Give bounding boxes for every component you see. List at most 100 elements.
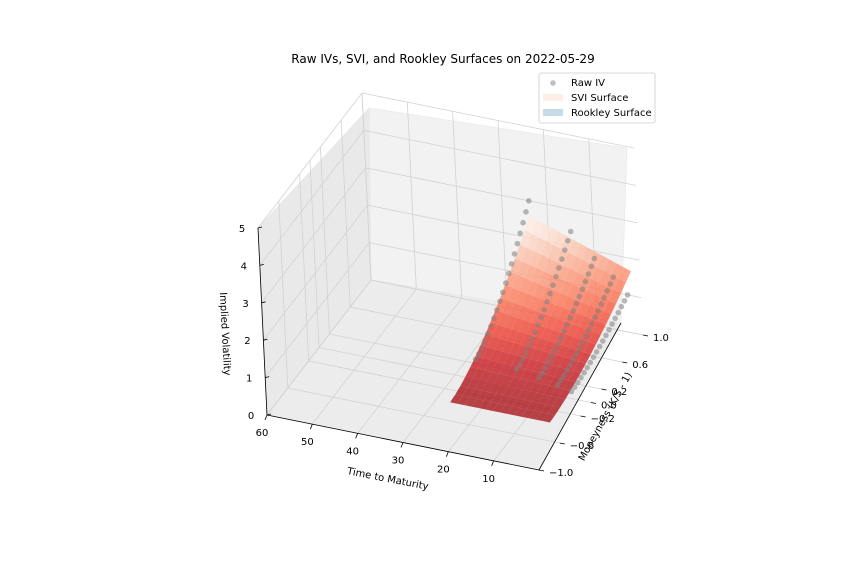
x-tick-mark — [491, 460, 495, 466]
x-tick-label: 60 — [256, 428, 269, 439]
z-tick-mark — [266, 413, 272, 416]
raw-iv-point — [564, 321, 570, 328]
x-tick-mark — [264, 414, 268, 421]
x-tick-label: 20 — [437, 465, 450, 476]
svi-surface-cell — [450, 394, 463, 404]
raw-iv-point — [520, 219, 526, 226]
y-tick-label: −0.6 — [570, 441, 594, 452]
raw-iv-point — [482, 338, 488, 344]
y-tick-label: −1.0 — [549, 468, 573, 479]
svi-surface-cell — [536, 383, 549, 395]
svi-surface-cell — [568, 371, 581, 382]
raw-iv-point — [536, 374, 543, 381]
svi-surface-cell — [479, 370, 492, 382]
raw-iv-point — [500, 289, 506, 296]
svi-surface-cell — [592, 267, 605, 283]
raw-iv-point — [508, 261, 515, 267]
raw-iv-point — [544, 298, 550, 305]
svi-surface-cell — [500, 284, 513, 301]
x-tick-mark — [309, 424, 313, 430]
y-ticks: −1.0 −0.6 −0.2 0.0 0.2 0.6 1.0 — [538, 333, 669, 479]
svi-surface-cell — [546, 227, 559, 246]
svi-surface-cell — [563, 252, 576, 269]
svi-surface-cell — [489, 349, 502, 362]
raw-iv-point — [621, 298, 628, 304]
raw-iv-point — [523, 349, 529, 356]
legend-frame — [538, 72, 656, 124]
svi-surface-cell — [572, 272, 585, 288]
svi-surface-cell — [465, 366, 478, 379]
svi-surface-cell — [491, 361, 505, 374]
svi-surface-cell — [510, 387, 523, 399]
grid-line — [452, 111, 463, 299]
raw-iv-point — [578, 374, 584, 381]
svi-surface-cell — [496, 351, 510, 364]
svi-surface-cell — [528, 410, 541, 420]
x-tick-label: 10 — [482, 474, 495, 485]
svi-surface-cell — [541, 286, 554, 302]
grid-line — [287, 387, 560, 444]
svi-surface-cell — [523, 346, 536, 360]
svi-surface-cell — [545, 316, 558, 330]
svi-surface-cell — [543, 258, 556, 275]
svi-surface-cell — [553, 397, 566, 408]
svi-surface-cell — [524, 308, 537, 323]
svi-surface-cell — [551, 387, 564, 398]
grid-line — [299, 173, 309, 362]
y-axis-line — [538, 322, 622, 471]
z-tick-label: 2 — [244, 336, 250, 347]
svi-surface-cell — [521, 409, 534, 419]
x-tick-label: 50 — [301, 437, 314, 448]
svi-surface-cell — [501, 375, 514, 387]
svi-surface-cell — [573, 361, 586, 373]
svi-surface-cell — [524, 215, 537, 234]
raw-iv-point — [588, 263, 595, 270]
svi-surface-cell — [526, 401, 539, 411]
raw-iv-point — [529, 336, 535, 343]
svi-surface-cell — [482, 347, 495, 361]
svi-surface-cell — [519, 399, 532, 410]
svi-surface-cell — [554, 367, 567, 379]
svi-surface-cell — [588, 331, 601, 345]
svi-surface-cell — [532, 361, 545, 373]
svi-surface-cell — [557, 307, 570, 322]
raw-iv-point — [564, 367, 570, 374]
raw-iv-point — [586, 327, 592, 333]
raw-iv-point — [592, 314, 598, 321]
svi-surface-cell — [498, 395, 511, 405]
svi-surface-cell — [487, 336, 500, 350]
svi-surface-cell — [497, 312, 510, 327]
y-tick-mark — [580, 415, 586, 418]
svi-surface-cell — [502, 300, 515, 316]
y-tick-mark — [601, 388, 607, 391]
svi-surface-cell — [572, 313, 585, 327]
x-tick-mark — [355, 433, 359, 439]
svi-surface-cell — [520, 369, 533, 381]
legend-patch-svi — [543, 94, 563, 101]
svi-surface-cell — [462, 387, 475, 398]
svi-surface-cell — [522, 380, 535, 392]
raw-iv-point — [595, 308, 601, 314]
svi-surface-cell — [477, 358, 490, 371]
raw-iv-point — [612, 315, 618, 322]
z-tick-mark — [265, 376, 270, 378]
grid-line — [497, 120, 508, 308]
y-tick-label: 1.0 — [653, 333, 669, 344]
raw-iv-point — [573, 351, 580, 357]
raw-iv-point — [593, 349, 600, 355]
y-tick-mark — [622, 361, 628, 364]
raw-iv-point — [576, 345, 583, 351]
z-tick-mark — [263, 338, 268, 341]
svi-surface-cell — [537, 351, 550, 364]
svi-surface-cell — [582, 290, 595, 306]
svi-surface-cell — [517, 261, 530, 278]
svi-surface-cell — [492, 324, 505, 339]
svi-surface-cell — [577, 259, 590, 276]
raw-iv-point — [491, 315, 497, 322]
svi-surface-cell — [488, 383, 502, 394]
raw-iv-point — [541, 306, 547, 313]
raw-iv-point — [604, 288, 610, 294]
z-tick-label: 4 — [241, 261, 247, 272]
z-tick-mark — [257, 226, 263, 229]
raw-iv-point — [561, 372, 567, 379]
